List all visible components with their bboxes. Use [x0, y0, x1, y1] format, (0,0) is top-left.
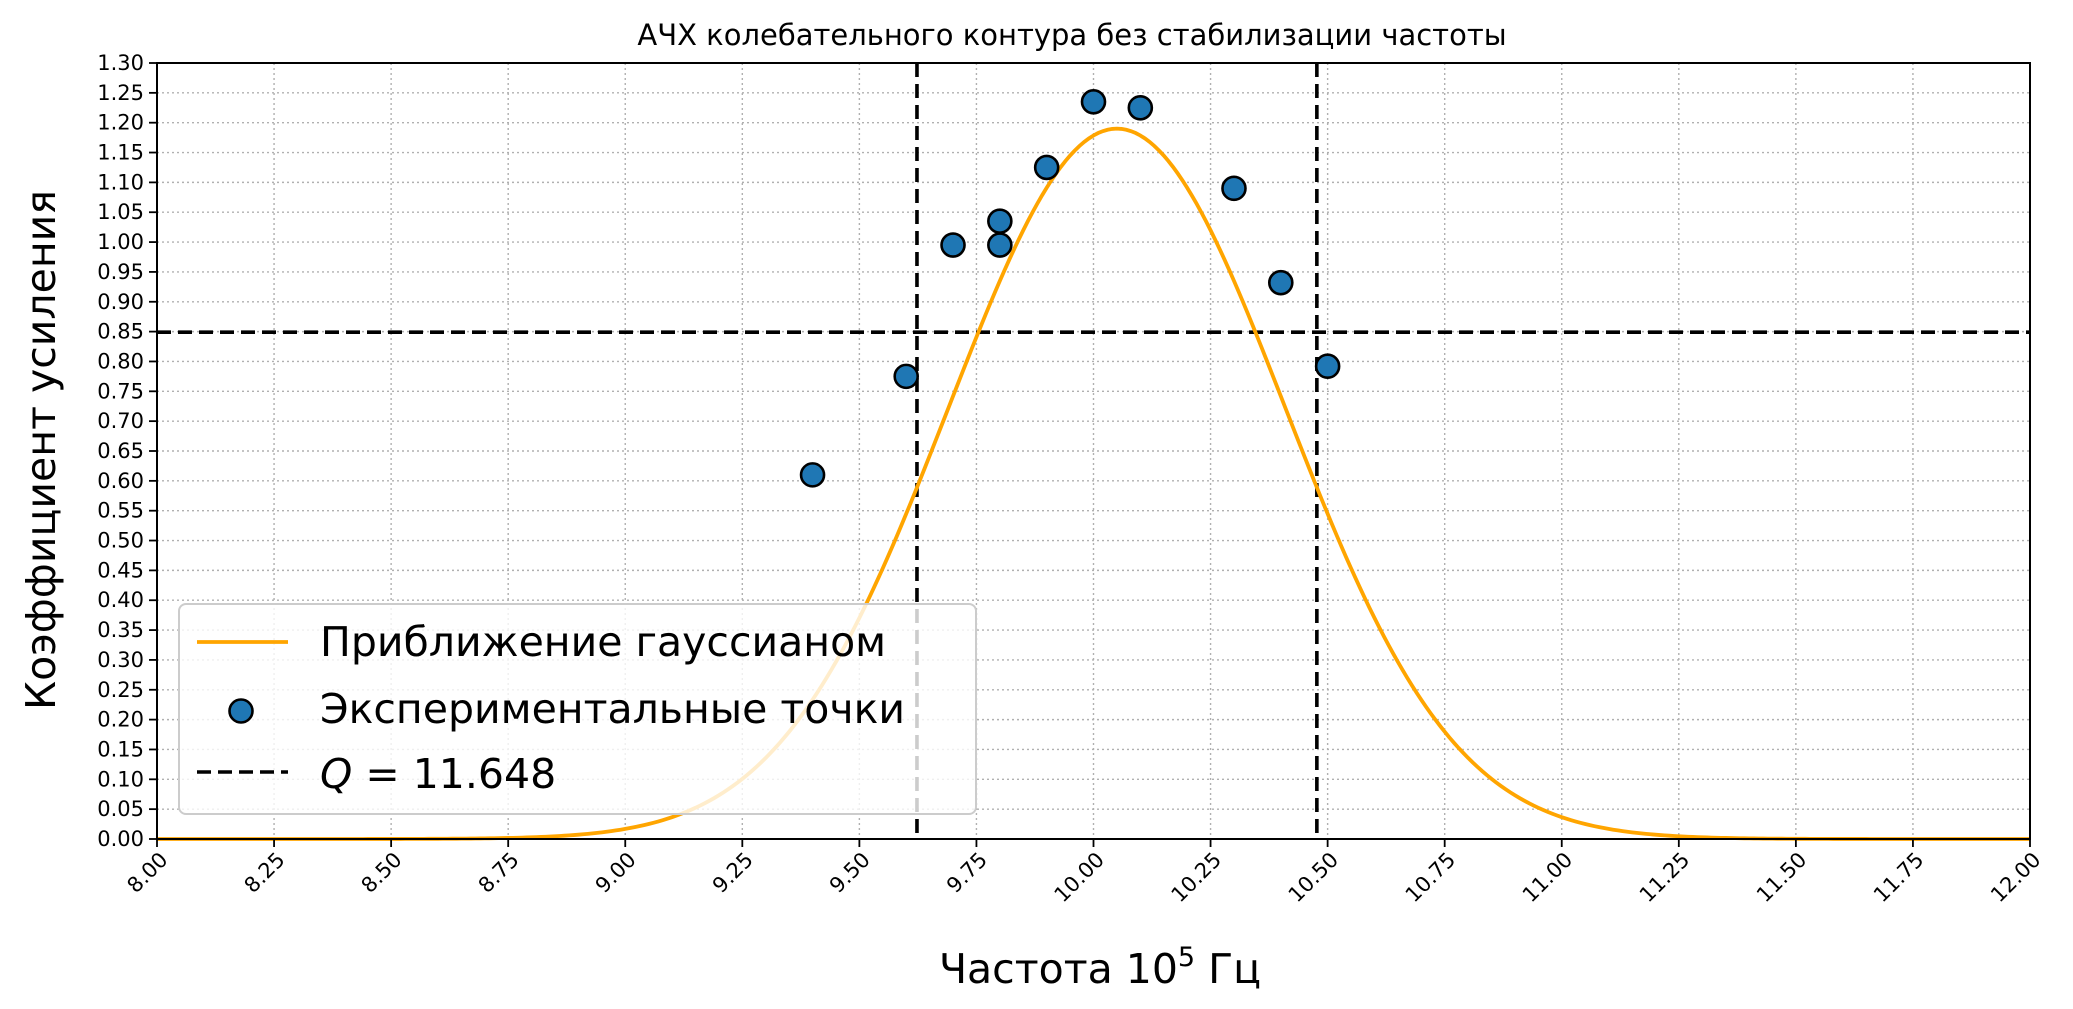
y-tick-label: 0.45 [97, 558, 144, 582]
y-tick-label: 0.30 [97, 648, 144, 672]
y-tick-label: 0.60 [97, 469, 144, 493]
y-tick-label: 1.10 [97, 170, 144, 194]
y-tick-label: 0.55 [97, 499, 144, 523]
legend-fit-label: Приближение гауссианом [320, 618, 886, 666]
y-tick-label: 0.05 [97, 797, 144, 821]
y-tick-label: 1.15 [97, 141, 144, 165]
x-axis-label-base: Частота 10 [939, 945, 1178, 993]
y-tick-label: 1.00 [97, 230, 144, 254]
y-tick-label: 0.35 [97, 618, 144, 642]
legend: Приближение гауссианом Экспериментальные… [178, 603, 977, 815]
experimental-points [799, 89, 1341, 488]
experimental-point [987, 208, 1013, 234]
experimental-point [1080, 89, 1107, 115]
x-axis-label-unit: Гц [1195, 945, 1261, 993]
y-tick-label: 1.25 [97, 81, 144, 105]
y-tick-label: 0.90 [97, 290, 144, 314]
y-tick-label: 0.50 [97, 529, 144, 553]
y-tick-label: 0.10 [97, 767, 144, 791]
legend-q-value: = 11.648 [352, 750, 556, 798]
y-tick-label: 0.85 [97, 320, 144, 344]
experimental-point [1268, 269, 1294, 296]
y-tick-label: 0.70 [97, 409, 144, 433]
experimental-point [1221, 175, 1247, 202]
y-axis-label: Коэффициент усиления [17, 190, 65, 710]
y-tick-label: 0.80 [97, 349, 144, 373]
legend-q-symbol: Q [320, 750, 352, 798]
y-tick-label: 0.20 [97, 708, 144, 732]
y-tick-label: 0.95 [97, 260, 144, 284]
y-axis-ticks: 0.00 0.05 0.10 0.15 0.20 0.25 0.30 0.35 0.40 0.45… [97, 51, 157, 851]
experimental-point [799, 462, 826, 488]
reference-lines [157, 63, 2030, 839]
y-tick-label: 0.25 [97, 678, 144, 702]
experimental-point [1314, 353, 1341, 380]
legend-q-label: Q = 11.648 [320, 750, 556, 798]
x-axis-label: Частота 105 Гц [939, 942, 1261, 993]
chart-title: АЧХ колебательного контура без стабилиза… [637, 18, 1506, 52]
y-tick-label: 0.75 [97, 379, 144, 403]
y-tick-label: 0.00 [97, 827, 144, 851]
y-tick-label: 0.40 [97, 588, 144, 612]
x-axis-label-exponent: 5 [1178, 942, 1195, 973]
legend-points-label: Экспериментальные точки [320, 685, 905, 733]
experimental-point [1033, 154, 1060, 181]
legend-frame [178, 603, 977, 815]
y-tick-label: 1.30 [97, 51, 144, 75]
legend-points-swatch [228, 698, 254, 724]
experimental-point [987, 232, 1013, 258]
y-tick-label: 1.20 [97, 111, 144, 135]
y-tick-label: 0.15 [97, 737, 144, 761]
experimental-point [893, 363, 920, 390]
y-tick-label: 0.65 [97, 439, 144, 463]
experimental-point [1127, 94, 1154, 121]
y-tick-label: 1.05 [97, 200, 144, 224]
experimental-point [940, 232, 966, 258]
